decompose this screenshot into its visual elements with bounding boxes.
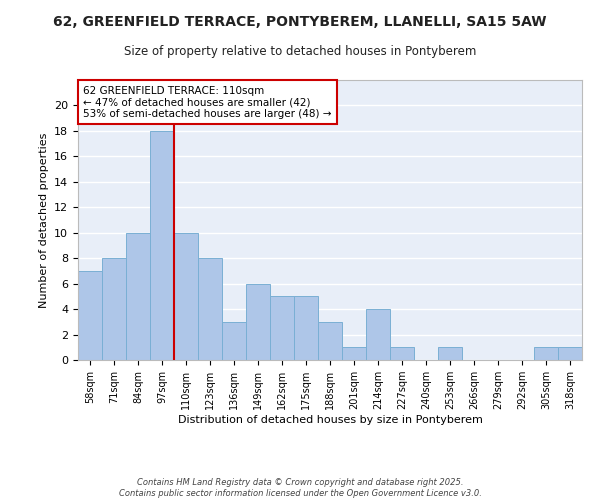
Text: 62, GREENFIELD TERRACE, PONTYBEREM, LLANELLI, SA15 5AW: 62, GREENFIELD TERRACE, PONTYBEREM, LLAN… [53,15,547,29]
Bar [270,296,294,360]
Text: 62 GREENFIELD TERRACE: 110sqm
← 47% of detached houses are smaller (42)
53% of s: 62 GREENFIELD TERRACE: 110sqm ← 47% of d… [83,86,332,119]
Bar [366,309,390,360]
Text: Size of property relative to detached houses in Pontyberem: Size of property relative to detached ho… [124,45,476,58]
Bar [390,348,414,360]
Text: Contains HM Land Registry data © Crown copyright and database right 2025.
Contai: Contains HM Land Registry data © Crown c… [119,478,481,498]
Bar [294,296,318,360]
Bar [558,348,582,360]
Bar [198,258,222,360]
Y-axis label: Number of detached properties: Number of detached properties [38,132,49,308]
Bar [222,322,246,360]
X-axis label: Distribution of detached houses by size in Pontyberem: Distribution of detached houses by size … [178,415,482,425]
Bar [126,232,150,360]
Bar [102,258,126,360]
Bar [174,232,198,360]
Bar [318,322,342,360]
Bar [78,271,102,360]
Bar [246,284,270,360]
Bar [150,131,174,360]
Bar [534,348,558,360]
Bar [438,348,462,360]
Bar [342,348,366,360]
